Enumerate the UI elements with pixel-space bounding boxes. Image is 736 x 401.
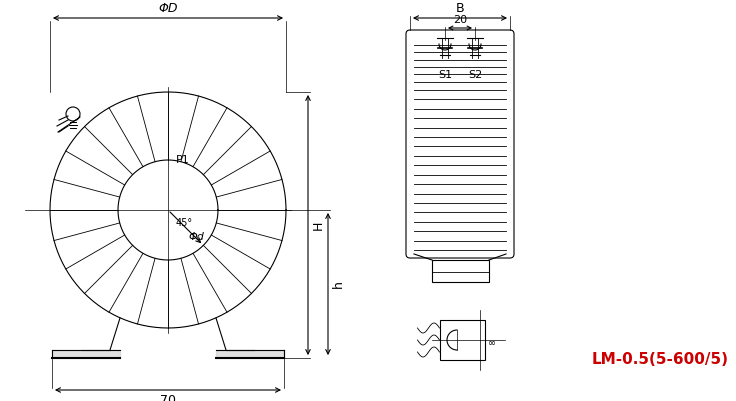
Text: 70: 70 bbox=[160, 394, 176, 401]
Text: Φd: Φd bbox=[188, 232, 204, 242]
Text: LM-0.5(5-600/5): LM-0.5(5-600/5) bbox=[592, 352, 729, 367]
Text: H: H bbox=[312, 220, 325, 230]
Text: ΦD: ΦD bbox=[158, 2, 178, 15]
Text: h: h bbox=[332, 280, 345, 288]
Bar bbox=[439, 320, 484, 360]
FancyBboxPatch shape bbox=[406, 30, 514, 258]
Text: ∞: ∞ bbox=[487, 338, 495, 348]
Text: P1: P1 bbox=[176, 155, 190, 165]
Text: 20: 20 bbox=[453, 15, 467, 25]
Text: S1: S1 bbox=[438, 70, 452, 80]
Text: S2: S2 bbox=[468, 70, 482, 80]
Bar bbox=[432, 260, 489, 282]
Text: 45°: 45° bbox=[176, 218, 193, 228]
Text: B: B bbox=[456, 2, 464, 15]
